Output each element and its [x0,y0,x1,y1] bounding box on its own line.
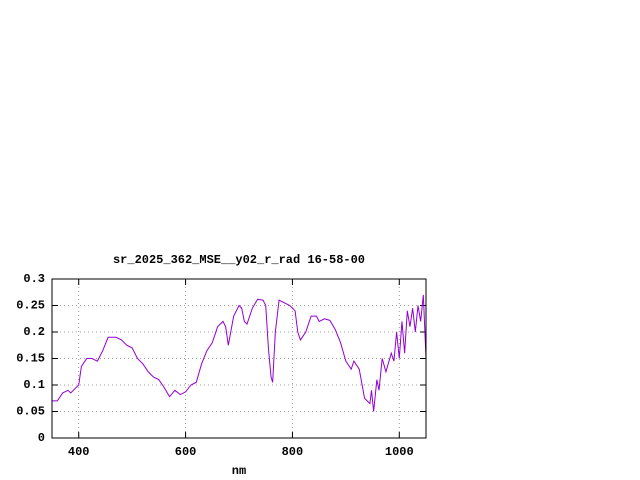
x-tick-label: 600 [175,445,197,459]
y-tick-label: 0.05 [16,405,45,419]
plot-border [51,278,427,439]
data-line [52,294,427,412]
x-tick-label: 800 [282,445,304,459]
y-tick-label: 0 [38,431,45,445]
x-axis-label: nm [232,464,246,478]
y-tick-label: 0.1 [23,378,45,392]
y-tick-label: 0.2 [23,325,45,339]
y-tick-label: 0.15 [16,352,45,366]
chart-title: sr_2025_362_MSE__y02_r_rad 16-58-00 [113,253,365,267]
y-tick-label: 0.3 [23,272,45,286]
x-tick-label: 1000 [385,445,414,459]
y-tick-label: 0.25 [16,299,45,313]
x-tick-label: 400 [68,445,90,459]
